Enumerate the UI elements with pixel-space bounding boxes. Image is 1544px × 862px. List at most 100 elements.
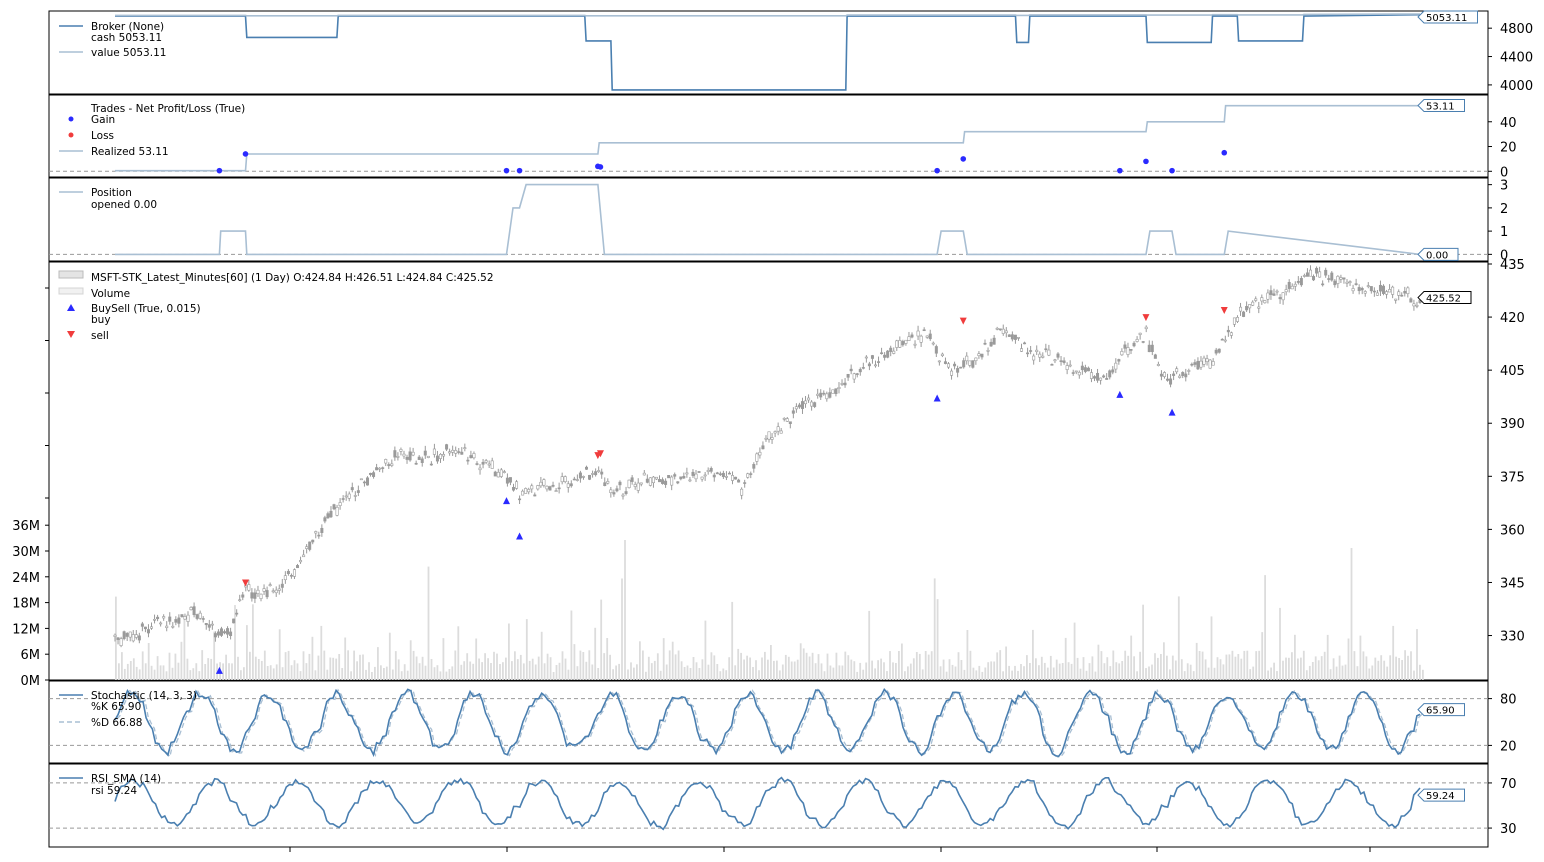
volume-bar <box>1300 657 1302 680</box>
volume-bar <box>1413 670 1415 680</box>
volume-bar <box>918 653 921 680</box>
price-candle-body <box>861 367 865 369</box>
price-legend-triangle <box>67 331 75 338</box>
price-candle-body <box>724 476 728 478</box>
price-candle-body <box>271 590 275 593</box>
price-candle-body <box>1251 301 1255 306</box>
volume-bar <box>909 663 912 680</box>
price-candle-body <box>983 342 987 345</box>
price-candle-body <box>816 393 820 396</box>
volume-bar <box>1139 651 1141 680</box>
price-candle-body <box>405 456 409 460</box>
price-candle-body <box>752 464 756 469</box>
price-candle-body <box>676 481 680 484</box>
price-candle-body <box>773 431 777 434</box>
price-candle-body <box>332 504 336 510</box>
trades-legend-label: Gain <box>91 114 115 126</box>
position-last-value-tag <box>1417 247 1459 261</box>
broker-panel-frame <box>48 10 1489 95</box>
price-candle-body <box>210 623 214 626</box>
trades-gain-point <box>597 164 604 170</box>
volume-bar <box>1207 667 1210 680</box>
volume-bar <box>1389 655 1392 680</box>
volume-bar <box>921 669 924 680</box>
volume-bar <box>183 619 186 680</box>
position-legend-label: opened 0.00 <box>91 199 157 211</box>
volume-bar <box>222 663 224 680</box>
volume-bar <box>1392 625 1395 680</box>
volume-bar <box>472 663 475 680</box>
volume-bar <box>299 671 302 680</box>
price-candle-body <box>1281 292 1285 301</box>
price-candle-body <box>262 588 266 592</box>
price-candle-body <box>466 459 470 462</box>
price-candle-body <box>1348 281 1352 283</box>
sell-marker <box>596 450 604 458</box>
volume-bar <box>165 671 168 680</box>
price-candle-body <box>475 463 479 465</box>
price-ytick-label: 390 <box>1500 417 1525 432</box>
price-candle-body <box>140 623 144 627</box>
volume-bar <box>1422 669 1424 680</box>
price-candle-body <box>1123 344 1127 349</box>
volume-bar <box>859 662 862 680</box>
price-candle-body <box>1147 344 1151 353</box>
price-candle-body <box>1378 284 1382 292</box>
volume-bar <box>728 657 731 680</box>
price-candle-body <box>828 392 832 398</box>
price-candle-body <box>946 363 950 368</box>
price-candle-body <box>548 486 552 491</box>
volume-bar <box>1082 657 1085 680</box>
price-candle-body <box>1220 338 1224 341</box>
volume-bar <box>901 643 903 680</box>
price-legend-triangle <box>67 304 75 311</box>
price-candle-body <box>1187 370 1191 372</box>
price-candle-body <box>402 453 406 457</box>
volume-bar <box>770 645 772 680</box>
price-candle-body <box>420 458 424 463</box>
volume-bar <box>1040 656 1043 680</box>
price-candle-body <box>712 474 716 478</box>
volume-bar <box>385 666 388 680</box>
trades-legend-dot <box>68 116 74 122</box>
price-candle-body <box>435 455 439 462</box>
trades-legend-label: Loss <box>91 130 114 142</box>
volume-bar <box>138 669 141 680</box>
volume-bar <box>534 664 537 680</box>
price-candle-body <box>934 346 938 354</box>
price-candle-body <box>1041 355 1045 358</box>
volume-bar <box>335 658 338 680</box>
volume-bar <box>865 662 868 680</box>
price-candle-body <box>1269 290 1273 295</box>
price-candle-body <box>502 471 506 473</box>
volume-bar <box>1305 670 1308 680</box>
price-candle-body <box>515 481 519 489</box>
price-ytick-label: 375 <box>1500 470 1525 485</box>
price-candle-body <box>959 366 963 369</box>
volume-bar <box>704 620 707 680</box>
volume-bar <box>585 661 588 680</box>
volume-bar <box>469 661 472 680</box>
price-candle-body <box>581 476 585 478</box>
price-ytick-label: 435 <box>1500 258 1525 273</box>
volume-bar <box>305 663 308 680</box>
volume-bar <box>880 658 882 680</box>
price-candle-body <box>940 353 944 357</box>
price-candle-body <box>305 546 309 549</box>
volume-bar <box>1386 666 1389 680</box>
rsi-main-line <box>114 776 1421 831</box>
volume-bar <box>1380 655 1383 680</box>
price-candle-body <box>1406 287 1410 294</box>
price-candle-body <box>588 474 592 480</box>
price-candle-body <box>478 467 482 471</box>
price-candle-body <box>192 606 196 616</box>
price-candle-body <box>764 437 768 440</box>
price-candle-body <box>715 472 719 475</box>
price-candle-body <box>971 360 975 368</box>
rsi-ytick-label: 70 <box>1500 777 1517 792</box>
price-candle-body <box>1035 349 1039 352</box>
price-candle-body <box>378 467 382 470</box>
price-candle-body <box>682 476 686 479</box>
volume-bar <box>237 656 239 680</box>
volume-bar <box>1157 657 1159 680</box>
